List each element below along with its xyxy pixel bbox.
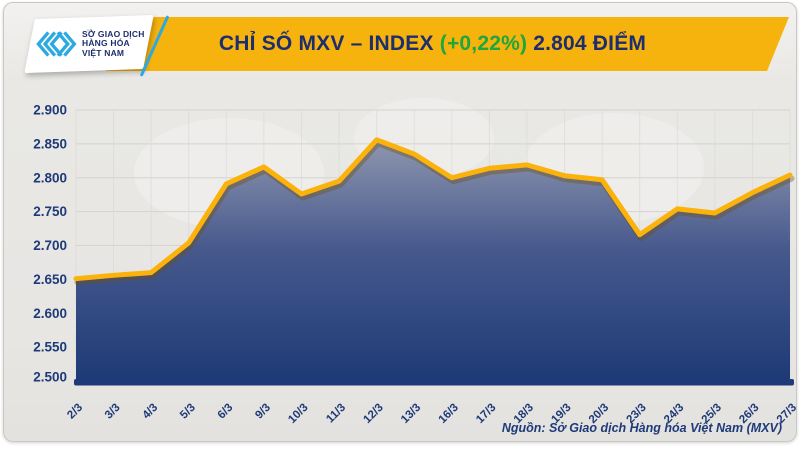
title-main: CHỈ SỐ MXV – INDEX <box>218 32 434 55</box>
logo-trademark: ™ <box>86 29 91 35</box>
logo-text: SỞ GIAO DỊCH HÀNG HÓA VIỆT NAM <box>82 28 145 59</box>
x-tick-label: 16/3 <box>437 402 461 426</box>
y-tick-label: 2.650 <box>33 272 67 287</box>
logo-line-2: HÀNG HÓA <box>82 38 130 49</box>
y-tick-label: 2.550 <box>33 340 67 355</box>
x-tick-label: 4/3 <box>140 402 160 422</box>
title-change-percent: (+0,22%) <box>439 32 528 55</box>
mxv-chevrons-icon <box>36 31 77 57</box>
header-banner: CHỈ SỐ MXV – INDEX (+0,22%) 2.804 ĐIỂM <box>106 17 789 71</box>
title-index-value: 2.804 ĐIỂM <box>533 32 647 55</box>
y-tick-label: 2.700 <box>33 238 67 253</box>
x-tick-label: 6/3 <box>216 402 236 422</box>
x-tick-label: 5/3 <box>178 402 198 422</box>
x-tick-label: 10/3 <box>286 402 310 426</box>
logo-line-1: SỞ GIAO DỊCH <box>82 28 145 39</box>
x-tick-label: 2/3 <box>65 402 85 422</box>
logo-line-3: VIỆT NAM <box>82 47 125 58</box>
x-tick-label: 9/3 <box>253 402 273 422</box>
mxv-logo: SỞ GIAO DỊCH HÀNG HÓA VIỆT NAM ™ <box>22 11 170 77</box>
index-line <box>73 137 793 282</box>
x-tick-label: 12/3 <box>361 402 385 426</box>
y-tick-label: 2.500 <box>33 370 67 385</box>
chart-svg: 2.900 2.850 2.800 2.750 2.700 2.650 2.600 2.550… <box>33 98 799 426</box>
x-tick-label: 13/3 <box>399 402 423 426</box>
x-tick-label: 3/3 <box>103 402 123 422</box>
area-fill <box>76 139 790 381</box>
x-axis-baseline <box>74 379 794 386</box>
x-tick-label: 17/3 <box>474 402 498 426</box>
y-tick-label: 2.900 <box>33 103 67 118</box>
y-axis-labels: 2.900 2.850 2.800 2.750 2.700 2.650 2.600 2.550… <box>33 103 67 385</box>
y-tick-label: 2.600 <box>33 306 67 321</box>
source-note: Nguồn: Sở Giao dịch Hàng hóa Việt Nam (M… <box>501 421 782 435</box>
x-tick-label: 11/3 <box>324 402 348 426</box>
page-title: CHỈ SỐ MXV – INDEX (+0,22%) 2.804 ĐIỂM <box>219 32 676 56</box>
report-card: CHỈ SỐ MXV – INDEX (+0,22%) 2.804 ĐIỂM S… <box>3 2 799 442</box>
y-tick-label: 2.750 <box>33 204 67 219</box>
y-tick-label: 2.850 <box>33 136 67 151</box>
y-tick-label: 2.800 <box>33 170 67 185</box>
